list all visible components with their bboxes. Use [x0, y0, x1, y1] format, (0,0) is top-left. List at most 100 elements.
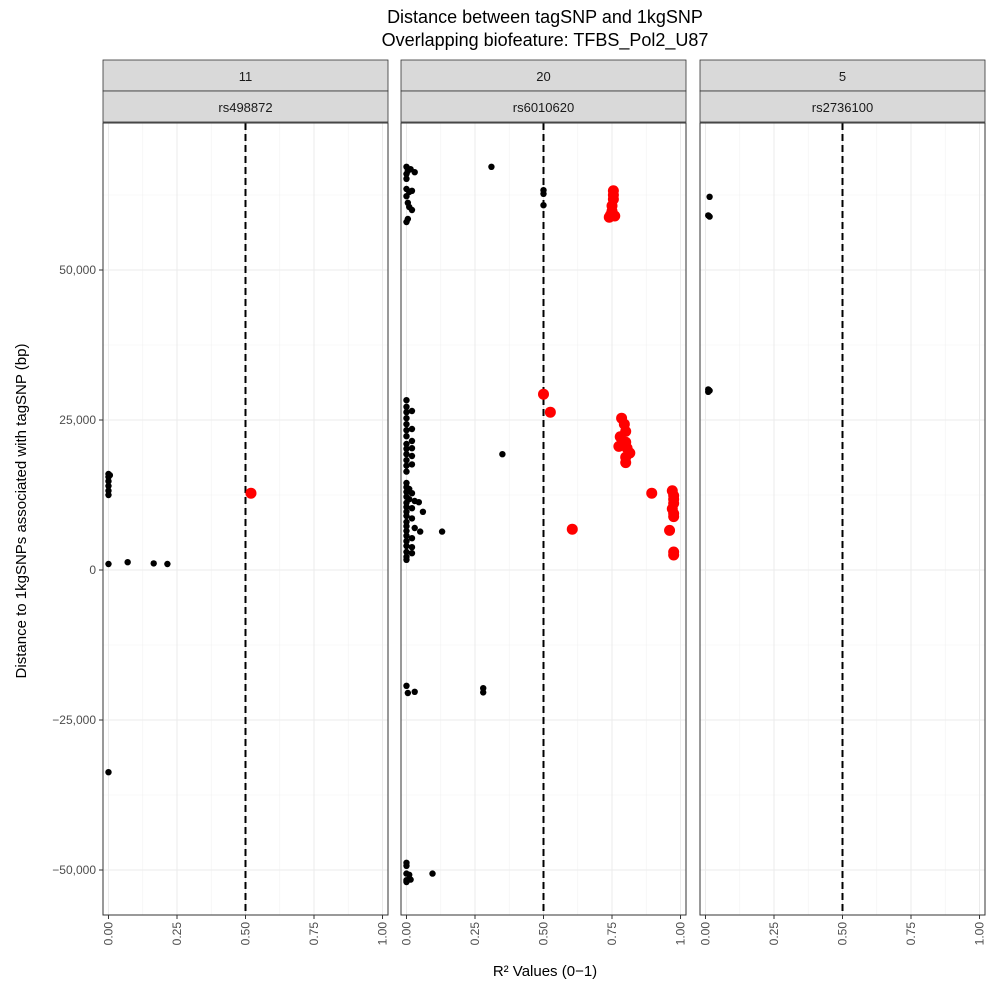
data-point	[408, 535, 416, 542]
x-tick-label: 0.50	[836, 922, 850, 946]
data-point-highlight	[538, 388, 549, 400]
strip-bottom-label: rs6010620	[513, 100, 574, 115]
data-point	[105, 482, 112, 490]
y-axis: −50,000 −25,000 0 25,000 50,000	[52, 263, 103, 877]
data-point-highlight	[603, 211, 615, 223]
data-point	[403, 488, 410, 496]
strip-top-label: 5	[839, 69, 846, 84]
x-tick-label: 0.50	[239, 922, 253, 946]
data-point-highlight	[668, 511, 680, 523]
data-point	[403, 427, 410, 434]
facet-panels: 11 rs498872 0.00 0.25 0.50 0.75 1.00 20 rs601062…	[101, 59, 987, 946]
data-point	[429, 870, 436, 877]
data-point	[408, 445, 416, 452]
data-point-highlight	[646, 487, 658, 499]
data-point	[403, 193, 410, 200]
data-point-highlight	[566, 523, 578, 535]
data-point	[705, 388, 712, 395]
data-point	[403, 548, 410, 556]
data-point-highlight	[245, 487, 257, 499]
x-tick-label: 0.00	[399, 922, 413, 946]
data-point	[408, 490, 416, 497]
data-point	[406, 871, 413, 878]
strip-top-label: 20	[536, 69, 550, 84]
strip-bottom-bg	[699, 90, 986, 123]
chart-title-line-1: Distance between tagSNP and 1kgSNP	[387, 7, 703, 27]
strip-bottom-label: rs498872	[218, 100, 272, 115]
x-tick-label: 0.75	[605, 922, 619, 946]
data-point	[403, 409, 410, 416]
data-point	[403, 468, 410, 475]
data-point	[403, 462, 410, 469]
strip-top-label: 11	[239, 69, 253, 84]
data-point	[403, 218, 410, 226]
data-point	[403, 527, 410, 535]
data-point	[150, 560, 157, 567]
data-point	[408, 505, 416, 512]
data-point	[105, 491, 112, 499]
data-point	[403, 532, 410, 539]
x-tick-label: 0.00	[101, 922, 115, 946]
data-point	[408, 187, 416, 194]
facet-panel-1: 11 rs498872 0.00 0.25 0.50 0.75 1.00	[101, 59, 390, 946]
data-point-highlight	[668, 549, 680, 561]
data-point	[403, 175, 410, 182]
data-point	[403, 542, 410, 550]
strip-bottom-bg	[400, 90, 687, 123]
data-point	[499, 451, 506, 458]
data-point	[403, 682, 410, 689]
data-point	[411, 524, 418, 532]
data-point	[480, 689, 487, 696]
data-point	[403, 556, 410, 563]
data-point	[415, 499, 423, 506]
x-tick-label: 0.50	[537, 922, 551, 946]
chart-title-line-2: Overlapping biofeature: TFBS_Pol2_U87	[382, 30, 709, 51]
data-point	[403, 538, 410, 545]
strip-bottom-label: rs2736100	[812, 100, 873, 115]
data-point	[408, 515, 416, 522]
y-tick-label: 50,000	[59, 263, 96, 277]
data-point	[408, 461, 416, 468]
data-point	[419, 508, 427, 515]
data-point	[403, 170, 410, 178]
facet-panel-2: 20 rs6010620 0.00 0.25 0.50 0.75 1.00	[399, 59, 688, 946]
data-point	[706, 193, 713, 200]
data-point	[403, 862, 410, 869]
x-tick-label: 0.00	[698, 922, 712, 946]
data-point-highlight	[544, 406, 556, 418]
data-point	[416, 528, 424, 535]
data-point	[403, 433, 410, 440]
data-point	[404, 689, 412, 697]
data-point	[408, 544, 416, 551]
data-point-highlight	[664, 524, 676, 536]
facet-panel-3: 5 rs2736100 0.00 0.25 0.50 0.75 1.00	[698, 59, 987, 946]
data-point	[105, 769, 112, 776]
data-point	[408, 437, 416, 445]
strip-bottom-bg	[102, 90, 389, 123]
data-point	[403, 878, 410, 886]
data-point-highlight	[620, 457, 632, 469]
y-axis-label: Distance to 1kgSNPs associated with tagS…	[13, 344, 30, 679]
data-point	[403, 397, 410, 404]
data-point	[403, 403, 410, 410]
x-tick-label: 0.75	[307, 922, 321, 946]
data-point	[403, 512, 410, 520]
data-point	[540, 190, 547, 197]
data-point	[403, 457, 410, 464]
data-point	[403, 415, 410, 422]
strip-top-bg	[699, 59, 986, 92]
data-point	[403, 451, 410, 458]
strip-top-bg	[102, 59, 389, 92]
data-point	[403, 445, 410, 452]
y-tick-label: −25,000	[52, 713, 96, 727]
data-point	[706, 213, 713, 220]
x-tick-label: 0.25	[468, 922, 482, 946]
x-tick-label: 0.75	[904, 922, 918, 946]
data-point	[403, 503, 410, 511]
x-tick-label: 0.25	[767, 922, 781, 946]
data-point	[105, 478, 112, 485]
x-tick-label: 1.00	[376, 922, 390, 946]
data-point	[124, 559, 131, 566]
